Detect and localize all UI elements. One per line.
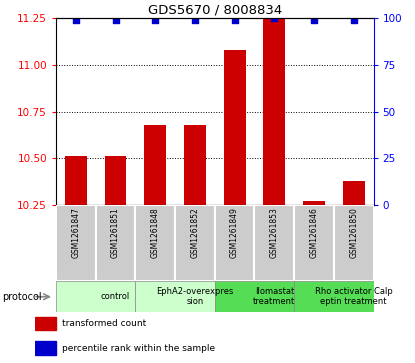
Title: GDS5670 / 8008834: GDS5670 / 8008834 [148,4,282,17]
Bar [294,281,374,312]
Bar [343,181,364,205]
Point [112,17,119,23]
Text: percentile rank within the sample: percentile rank within the sample [62,343,215,352]
Point [311,17,317,23]
Bar [254,205,294,281]
Text: Rho activator Calp
eptin treatment: Rho activator Calp eptin treatment [315,287,393,306]
Point [192,17,198,23]
Bar [35,342,56,355]
Bar [135,205,175,281]
Bar [96,205,135,281]
Text: Ilomastat
treatment: Ilomastat treatment [253,287,295,306]
Bar [105,156,127,205]
Text: EphA2-overexpres
sion: EphA2-overexpres sion [156,287,234,306]
Bar [56,281,135,312]
Point [73,17,79,23]
Text: GSM1261849: GSM1261849 [230,207,239,258]
Text: transformed count: transformed count [62,319,146,328]
Bar [264,18,285,205]
Point [231,17,238,23]
Text: GSM1261852: GSM1261852 [190,207,200,258]
Bar [175,205,215,281]
Bar [334,205,374,281]
Text: GSM1261848: GSM1261848 [151,207,160,258]
Bar [35,317,56,330]
Bar [135,281,215,312]
Point [271,15,278,21]
Bar [56,205,96,281]
Text: GSM1261847: GSM1261847 [71,207,81,258]
Bar [144,125,166,205]
Bar [215,205,254,281]
Text: control: control [101,292,130,301]
Text: GSM1261850: GSM1261850 [349,207,358,258]
Bar [224,50,246,205]
Bar [294,205,334,281]
Bar [303,201,325,205]
Bar [215,281,294,312]
Point [152,17,159,23]
Point [350,17,357,23]
Text: protocol: protocol [2,292,42,302]
Text: GSM1261853: GSM1261853 [270,207,279,258]
Text: GSM1261846: GSM1261846 [310,207,318,258]
Bar [65,156,87,205]
Text: GSM1261851: GSM1261851 [111,207,120,258]
Bar [184,125,206,205]
